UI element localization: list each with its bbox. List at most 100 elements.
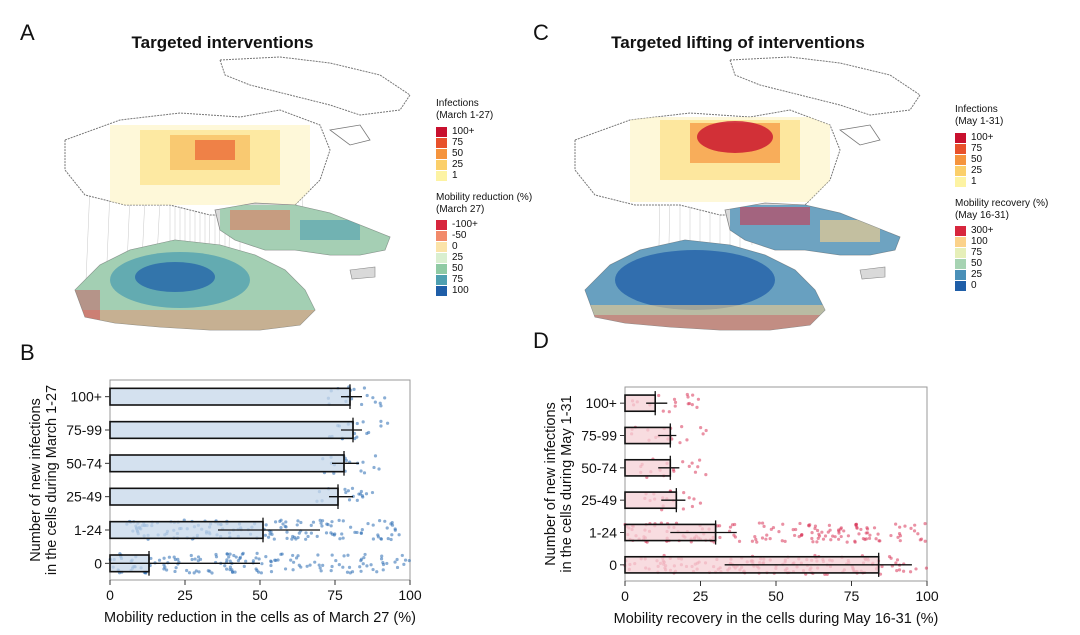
- data-point: [757, 521, 761, 525]
- data-point: [279, 526, 283, 530]
- data-point: [383, 519, 387, 523]
- legend-c-mobility-title-2: (May 16-31): [955, 210, 1009, 221]
- data-point: [284, 520, 288, 524]
- legend-label: 100: [452, 285, 469, 296]
- data-point: [346, 553, 350, 557]
- data-point: [828, 528, 832, 532]
- data-point: [340, 532, 344, 536]
- y-axis-label-line1: Number of new infections: [543, 402, 559, 566]
- legend-c-mob-item: 25: [955, 270, 982, 280]
- legend-a-mob-item: 100: [436, 286, 469, 296]
- x-tick-label: 50: [768, 588, 784, 604]
- data-point: [358, 492, 363, 496]
- legend-c-mob-item: 100: [955, 237, 988, 247]
- legend-swatch: [955, 259, 966, 269]
- points-25-49: [315, 486, 375, 503]
- y-axis-label-line1: Number of new infections: [28, 398, 44, 562]
- legend-label: 25: [971, 165, 983, 176]
- legend-label: 25: [971, 269, 983, 280]
- data-point: [225, 558, 229, 562]
- data-point: [681, 507, 685, 511]
- legend-c-mob-item: 300+: [955, 226, 994, 236]
- data-point: [366, 521, 370, 526]
- map-a-infection-cells: [110, 125, 310, 205]
- data-point: [174, 566, 178, 570]
- data-point: [304, 537, 308, 541]
- data-point: [810, 530, 814, 535]
- data-point: [234, 555, 238, 559]
- data-point: [386, 536, 390, 541]
- data-point: [350, 486, 355, 490]
- x-tick-label: 100: [398, 587, 422, 603]
- legend-swatch: [955, 237, 966, 247]
- x-axis-label: Mobility recovery in the cells during Ma…: [614, 611, 939, 627]
- data-point: [379, 424, 383, 428]
- legend-a-infections-title-1: Infections: [436, 98, 479, 109]
- data-point: [696, 397, 701, 401]
- data-point: [908, 570, 913, 574]
- data-point: [733, 522, 737, 527]
- data-point: [400, 553, 404, 558]
- data-point: [321, 563, 325, 567]
- data-point: [255, 551, 259, 555]
- data-point: [362, 386, 367, 390]
- data-point: [854, 522, 858, 527]
- data-point: [379, 557, 384, 561]
- data-point: [661, 409, 665, 413]
- data-point: [279, 552, 283, 556]
- data-point: [299, 565, 303, 569]
- data-point: [867, 536, 872, 540]
- data-point: [238, 556, 242, 561]
- data-point: [292, 560, 296, 564]
- legend-a-inf-item: 50: [436, 149, 463, 159]
- legend-label: 75: [971, 247, 983, 258]
- data-point: [393, 528, 397, 532]
- data-point: [791, 528, 795, 532]
- legend-label: -50: [452, 230, 467, 241]
- data-point: [378, 401, 382, 405]
- data-point: [383, 396, 387, 400]
- data-point: [259, 571, 263, 575]
- data-point: [362, 556, 366, 560]
- legend-swatch: [436, 149, 447, 159]
- data-point: [196, 559, 200, 563]
- data-point: [839, 534, 843, 539]
- data-point: [754, 537, 758, 541]
- y-tick-label: 25-49: [66, 489, 102, 505]
- data-point: [348, 571, 352, 575]
- data-point: [360, 528, 364, 532]
- legend-label: 100+: [452, 126, 475, 137]
- data-point: [390, 533, 394, 537]
- data-point: [370, 490, 375, 495]
- data-point: [330, 564, 334, 569]
- data-point: [291, 568, 295, 572]
- y-axis-label-line2: in the cells during March 1-27: [44, 385, 60, 575]
- data-point: [821, 537, 826, 541]
- data-point: [326, 522, 330, 527]
- data-point: [295, 523, 299, 527]
- data-point: [385, 421, 390, 425]
- y-tick-label: 50-74: [581, 460, 617, 476]
- data-point: [762, 524, 766, 528]
- map-a: [64, 56, 411, 331]
- data-point: [269, 530, 273, 534]
- data-point: [690, 403, 694, 407]
- map-c-title: Targeted lifting of interventions: [611, 33, 865, 52]
- data-point: [359, 469, 363, 473]
- data-point: [815, 540, 819, 544]
- data-point: [923, 539, 927, 543]
- data-point: [329, 524, 333, 528]
- data-point: [341, 536, 345, 540]
- data-point: [377, 519, 382, 523]
- data-point: [363, 552, 367, 557]
- data-point: [381, 562, 386, 567]
- data-point: [187, 571, 192, 575]
- data-point: [373, 400, 377, 404]
- legend-label: 75: [971, 143, 983, 154]
- data-point: [855, 526, 859, 530]
- data-point: [780, 539, 784, 543]
- data-point: [223, 564, 227, 568]
- data-point: [193, 557, 197, 561]
- data-point: [815, 528, 820, 533]
- data-point: [372, 465, 376, 470]
